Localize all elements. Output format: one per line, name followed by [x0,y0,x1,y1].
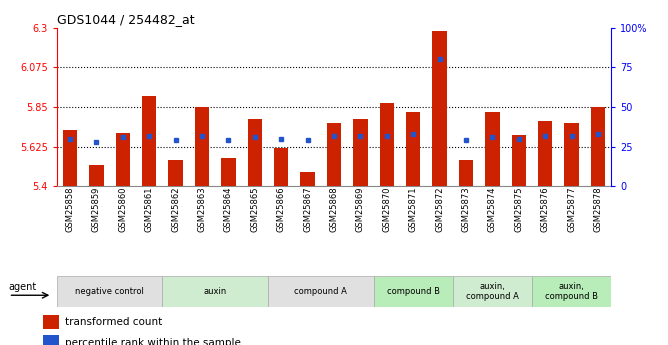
Bar [379,104,394,186]
Bar [57,276,162,307]
Bar [248,119,262,186]
Bar [89,165,104,186]
Text: GSM25872: GSM25872 [435,186,444,232]
Text: GSM25865: GSM25865 [250,186,259,232]
Text: GSM25871: GSM25871 [409,186,418,232]
Text: compound B: compound B [387,287,440,296]
Bar [43,335,59,345]
Bar [43,315,59,329]
Bar [301,172,315,186]
Bar [564,123,579,186]
Text: GSM25859: GSM25859 [92,186,101,232]
Bar [353,119,367,186]
Text: GSM25870: GSM25870 [382,186,391,232]
Text: GSM25873: GSM25873 [462,186,470,232]
Text: compound A: compound A [295,287,347,296]
Bar [221,158,236,186]
Bar [162,276,268,307]
Text: GSM25869: GSM25869 [356,186,365,232]
Text: GDS1044 / 254482_at: GDS1044 / 254482_at [57,13,194,26]
Text: GSM25862: GSM25862 [171,186,180,232]
Text: GSM25878: GSM25878 [594,186,603,232]
Text: agent: agent [9,282,37,292]
Bar [168,160,183,186]
Text: negative control: negative control [75,287,144,296]
Bar [195,107,209,186]
Bar [373,276,453,307]
Text: GSM25861: GSM25861 [145,186,154,232]
Text: auxin,
compound A: auxin, compound A [466,282,519,301]
Bar [532,276,611,307]
Text: GSM25858: GSM25858 [65,186,74,232]
Bar [274,148,289,186]
Text: GSM25863: GSM25863 [198,186,206,232]
Bar [591,107,605,186]
Text: auxin: auxin [204,287,227,296]
Text: GSM25866: GSM25866 [277,186,286,232]
Bar [63,130,77,186]
Text: GSM25875: GSM25875 [514,186,523,232]
Text: GSM25868: GSM25868 [329,186,339,232]
Text: GSM25860: GSM25860 [118,186,128,232]
Text: transformed count: transformed count [65,317,163,327]
Bar [538,121,552,186]
Bar [142,96,156,186]
Bar [268,276,373,307]
Bar [406,112,420,186]
Text: percentile rank within the sample: percentile rank within the sample [65,338,241,345]
Text: GSM25874: GSM25874 [488,186,497,232]
Bar [432,31,447,186]
Bar [327,123,341,186]
Bar [485,112,500,186]
Bar [512,135,526,186]
Bar [116,134,130,186]
Bar [459,160,473,186]
Text: auxin,
compound B: auxin, compound B [545,282,598,301]
Text: GSM25877: GSM25877 [567,186,576,232]
Text: GSM25876: GSM25876 [540,186,550,232]
Bar [453,276,532,307]
Text: GSM25864: GSM25864 [224,186,233,232]
Text: GSM25867: GSM25867 [303,186,312,232]
